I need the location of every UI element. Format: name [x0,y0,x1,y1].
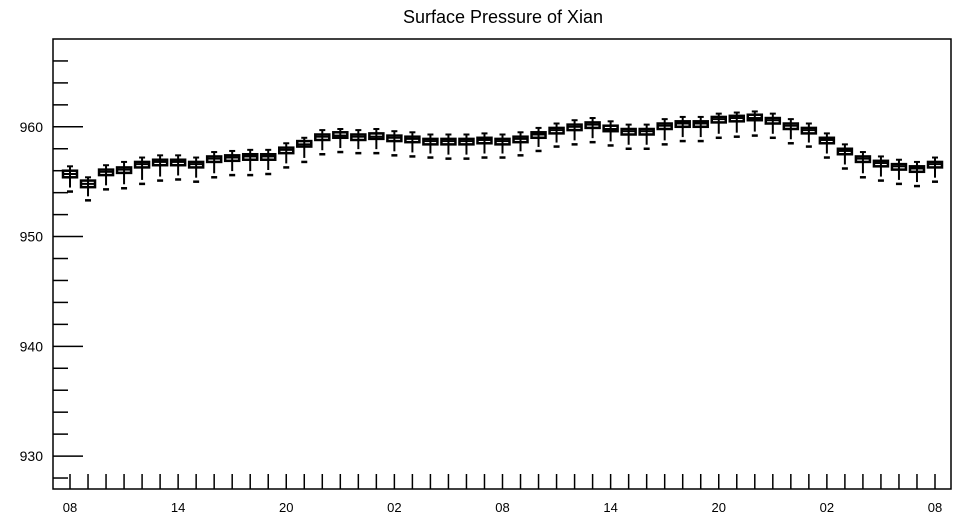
box-plot [332,128,349,154]
box-plot [386,130,403,157]
box-plot [530,126,547,153]
box-plot [674,115,691,143]
box-plot [602,120,619,147]
box-plot [566,119,583,146]
box-plot [692,115,709,143]
box-plot [872,155,890,182]
x-tick-label: 08 [495,500,509,515]
box-plot [97,164,115,191]
y-axis: 930 940 950 960 [20,60,83,479]
box-plot [800,122,818,148]
box-plot [223,149,241,177]
box-plot [241,148,259,177]
x-tick-label: 20 [712,500,726,515]
box-plot [854,151,872,179]
box-plot [926,156,944,183]
box-plot [656,118,673,146]
box-plot [296,136,313,164]
box-plot [494,133,511,159]
x-axis: 08 14 20 02 08 14 20 02 08 [63,474,942,515]
box-series [61,110,944,202]
box-plot [728,111,746,138]
x-tick-label: 02 [387,500,401,515]
box-plot [890,158,908,186]
box-plot [584,117,601,144]
x-tick-label: 08 [63,500,77,515]
box-plot [278,142,295,169]
chart-title: Surface Pressure of Xian [403,7,603,27]
x-tick-label: 14 [171,500,185,515]
x-tick-label: 08 [928,500,942,515]
box-plot [818,132,836,159]
box-plot [205,151,223,179]
box-plot [458,133,475,160]
box-plot [314,129,331,156]
box-plot [133,156,151,186]
x-tick-label: 02 [820,500,834,515]
box-plot [620,123,637,151]
y-tick-label: 940 [20,338,44,354]
box-plot [368,128,385,155]
box-plot [908,160,926,188]
box-plot [422,133,439,159]
box-plot [259,148,277,176]
box-plot [440,133,457,160]
box-plot [151,154,169,182]
box-plot [115,160,133,190]
box-plot [836,143,854,170]
x-tick-label: 14 [603,500,617,515]
box-plot [476,132,493,159]
box-plot [512,131,529,157]
box-plot [710,112,727,140]
box-plot [746,110,764,137]
box-plot [187,156,205,183]
y-tick-label: 960 [20,119,44,135]
plot-frame [52,38,952,490]
box-plot [79,176,97,202]
box-plot [638,123,655,151]
box-plot [61,165,79,193]
box-plot [782,118,800,145]
y-tick-label: 950 [20,229,44,245]
box-plot [169,154,187,181]
box-plot [404,131,421,158]
box-plot [350,129,367,155]
y-tick-label: 930 [20,448,44,464]
x-tick-label: 20 [279,500,293,515]
box-plot [548,122,565,148]
box-plot [764,112,782,140]
